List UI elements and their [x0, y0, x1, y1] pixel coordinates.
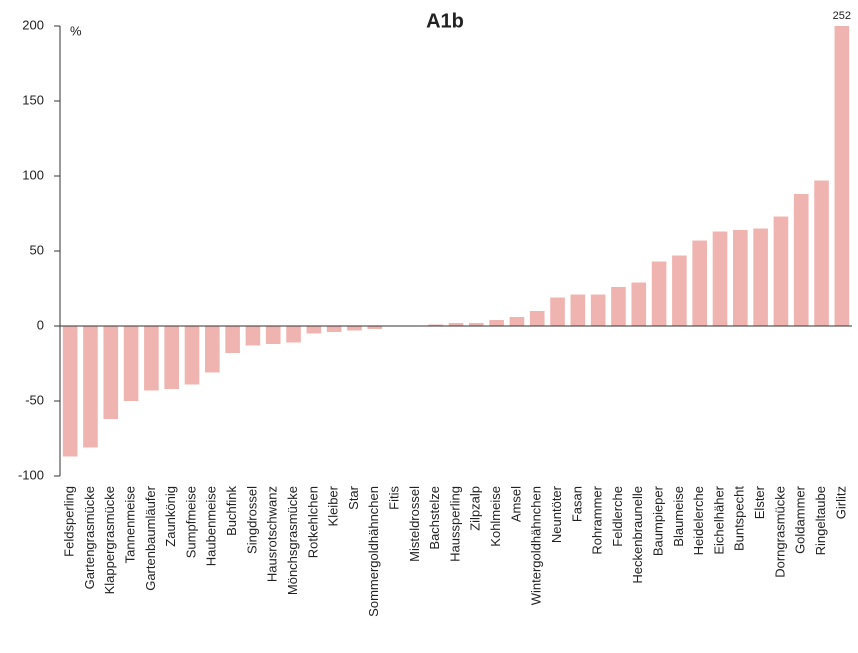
x-tick-label: Sumpfmeise	[183, 486, 198, 558]
bar	[83, 326, 98, 448]
bar	[103, 326, 119, 419]
bar	[265, 326, 281, 344]
bar	[590, 294, 606, 326]
y-axis-label: %	[70, 23, 82, 38]
bar	[550, 297, 565, 326]
bar	[225, 326, 240, 353]
x-tick-label: Dorngrasmücke	[772, 486, 787, 578]
y-tick-label: -100	[18, 467, 44, 482]
x-tick-label: Hausrotschwanz	[265, 486, 280, 582]
x-tick-label: Goldammer	[793, 485, 808, 554]
x-tick-label: Ringeltaube	[813, 486, 828, 555]
bar	[834, 26, 850, 326]
x-tick-label: Fitis	[387, 486, 402, 510]
x-tick-label: Buntspecht	[732, 486, 747, 551]
bar	[631, 282, 647, 326]
x-tick-label: Heckenbraunelle	[630, 486, 645, 584]
x-tick-label: Klappergrasmücke	[102, 486, 117, 594]
bar	[489, 320, 504, 326]
x-tick-label: Zilpzalp	[468, 486, 483, 531]
bar	[611, 287, 626, 326]
y-tick-label: 200	[22, 17, 44, 32]
bar	[144, 326, 159, 391]
y-tick-label: 150	[22, 92, 44, 107]
bar	[753, 228, 768, 326]
x-tick-label: Sommergoldhähnchen	[366, 486, 381, 617]
y-tick-label: -50	[25, 392, 44, 407]
bar	[204, 326, 220, 373]
bar	[570, 294, 586, 326]
x-tick-label: Haubenmeise	[204, 486, 219, 566]
y-tick-label: 100	[22, 167, 44, 182]
x-tick-label: Rohrammer	[590, 485, 605, 554]
x-tick-label: Zaunkönig	[163, 486, 178, 547]
bar	[793, 194, 809, 326]
value-label: 252	[833, 10, 851, 22]
x-tick-label: Kohlmeise	[488, 486, 503, 547]
x-tick-label: Singdrossel	[244, 486, 259, 554]
x-tick-label: Star	[346, 485, 361, 510]
bar	[184, 326, 200, 385]
bars	[62, 26, 850, 457]
x-tick-label: Blaumeise	[671, 486, 686, 547]
x-tick-label: Gartengrasmücke	[82, 486, 97, 589]
x-tick-label: Feldsperling	[62, 486, 77, 557]
bar	[651, 261, 667, 326]
bar	[123, 326, 139, 401]
bar	[428, 324, 444, 326]
bar	[306, 326, 322, 334]
bar	[326, 326, 342, 332]
x-tick-label: Misteldrossel	[407, 486, 422, 562]
x-tick-label: Wintergoldhähnchen	[529, 486, 544, 605]
x-tick-label: Haussperling	[447, 486, 462, 562]
y-tick-label: 0	[37, 317, 44, 332]
x-tick-label: Amsel	[508, 486, 523, 522]
bar	[286, 326, 301, 343]
x-tick-label: Fasan	[569, 486, 584, 522]
x-tick-label: Heidelerche	[691, 486, 706, 555]
bar	[672, 255, 687, 326]
y-tick-label: 50	[30, 242, 44, 257]
x-tick-label: Buchfink	[224, 486, 239, 536]
bar	[692, 240, 708, 326]
x-tick-label: Elster	[752, 485, 767, 519]
bar	[367, 326, 383, 329]
x-tick-label: Tannenmeise	[123, 486, 138, 563]
bar	[814, 180, 829, 326]
bar	[448, 323, 464, 326]
bar	[164, 326, 180, 389]
bar	[529, 311, 545, 326]
x-tick-label: Eichelhäher	[711, 485, 726, 554]
bar	[347, 326, 362, 331]
x-tick-label: Gartenbaumläufer	[143, 485, 158, 590]
x-tick-label: Mönchsgrasmücke	[285, 486, 300, 595]
x-tick-label: Baumpieper	[651, 485, 666, 556]
x-tick-label: Bachstelze	[427, 486, 442, 550]
bar	[773, 216, 789, 326]
bar	[712, 231, 728, 326]
bar	[732, 230, 748, 326]
x-tick-label: Neuntöter	[549, 485, 564, 543]
bar	[468, 323, 484, 326]
chart-title: A1b	[426, 10, 464, 32]
bar	[509, 317, 525, 326]
x-tick-label: Feldlerche	[610, 486, 625, 547]
x-tick-label: Rotkehlchen	[305, 486, 320, 558]
x-tick-label: Kleiber	[326, 485, 341, 526]
bar	[245, 326, 261, 346]
bar	[62, 326, 78, 457]
x-tick-label: Girlitz	[833, 486, 848, 519]
